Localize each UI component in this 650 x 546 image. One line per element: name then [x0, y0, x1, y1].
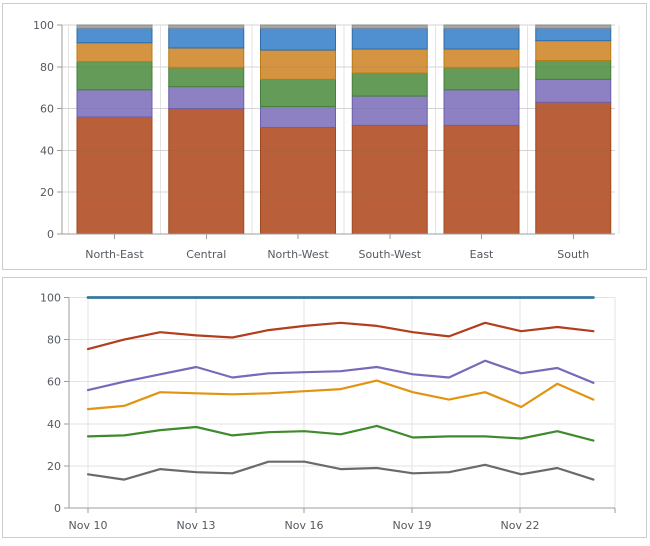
bar-segment: [351, 124, 428, 235]
bar-segment: [76, 116, 153, 235]
category-label: South-West: [358, 248, 421, 261]
x-axis-label: Nov 22: [501, 519, 540, 532]
bar-segment: [260, 24, 336, 29]
line-series: [86, 460, 595, 481]
bar-segment: [260, 78, 336, 108]
category-label: Central: [186, 248, 226, 261]
y-axis-label: 80: [40, 61, 54, 74]
bar-segment: [443, 124, 520, 235]
y-axis-label: 0: [47, 228, 54, 241]
x-axis-label: Nov 16: [285, 519, 324, 532]
bar-segment: [260, 27, 336, 51]
bar-segment: [351, 48, 428, 74]
y-axis-label: 100: [33, 19, 54, 32]
line-series: [86, 424, 595, 442]
bar-segment: [168, 47, 245, 69]
category-label: North-West: [267, 248, 329, 261]
bar-segment: [168, 24, 245, 29]
bar-segment: [168, 108, 245, 235]
category-label: North-East: [85, 248, 144, 261]
bar-segment: [351, 95, 428, 126]
y-axis-label: 60: [47, 376, 61, 389]
bar-segment: [76, 27, 153, 44]
stacked-bar-chart: 0 20 40 60 80 100 North-East Central North-West S…: [33, 19, 620, 261]
bar-segment: [168, 67, 245, 88]
y-axis-label: 40: [47, 418, 61, 431]
bar-segment: [168, 86, 245, 110]
bar-segment: [168, 27, 245, 49]
bar-segment: [76, 42, 153, 63]
bar-segment: [535, 24, 612, 29]
stacked-bar-chart-panel: 0 20 40 60 80 100 North-East Central North-West S…: [2, 3, 647, 270]
bar-segment: [443, 24, 520, 29]
bar-segment: [351, 24, 428, 29]
y-axis-label: 80: [47, 334, 61, 347]
bar-segment: [443, 27, 520, 50]
line-series: [86, 359, 595, 392]
bar-segment: [535, 78, 612, 103]
bar-segment: [260, 126, 336, 235]
y-axis-label: 60: [40, 103, 54, 116]
x-axis-label: Nov 19: [393, 519, 432, 532]
bar-segment: [535, 27, 612, 42]
line-series: [86, 321, 595, 351]
category-label: East: [470, 248, 494, 261]
x-axis-label: Nov 13: [177, 519, 216, 532]
category-label: South: [557, 248, 589, 261]
x-axis-label: Nov 10: [69, 519, 108, 532]
y-axis-label: 0: [54, 502, 61, 515]
y-axis-label: 100: [40, 292, 61, 305]
line-chart-panel: 0 20 40 60 80 100 Nov 10 Nov 13 Nov 16 Nov 19 Nov …: [2, 277, 647, 538]
y-axis-label: 40: [40, 144, 54, 157]
y-axis-label: 20: [40, 186, 54, 199]
bar-segment: [76, 89, 153, 118]
bar-segment: [535, 101, 612, 235]
bar-segment: [535, 60, 612, 80]
bar-segment: [76, 24, 153, 29]
bar-segment: [535, 40, 612, 62]
bar-segment: [260, 106, 336, 128]
bar-segment: [76, 61, 153, 91]
bar-segment: [351, 72, 428, 97]
bar-segment: [443, 89, 520, 126]
bar-segment: [351, 27, 428, 50]
bar-segment: [443, 67, 520, 91]
bar-segment: [443, 48, 520, 69]
bar-segment: [260, 49, 336, 80]
y-axis-label: 20: [47, 460, 61, 473]
line-series: [86, 379, 595, 411]
line-chart: 0 20 40 60 80 100 Nov 10 Nov 13 Nov 16 Nov 19 Nov …: [40, 292, 616, 532]
